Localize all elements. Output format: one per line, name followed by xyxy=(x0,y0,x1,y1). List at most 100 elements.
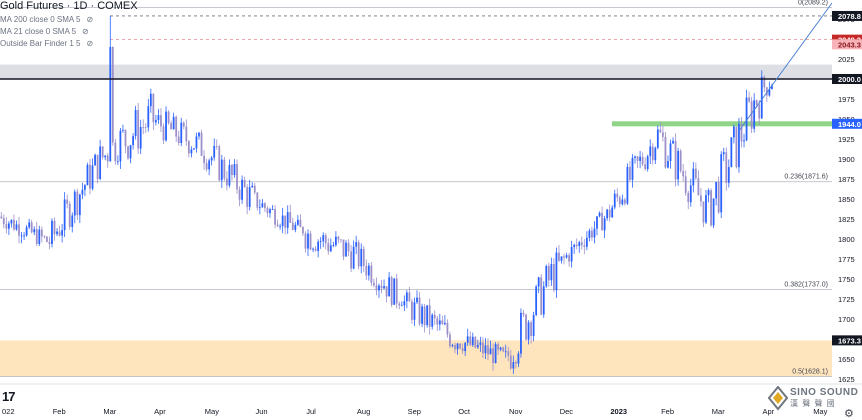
candle-body xyxy=(319,241,322,243)
candle-body xyxy=(451,345,454,347)
eye-hidden-icon[interactable]: ⊘ xyxy=(82,27,89,36)
candle-body xyxy=(479,342,482,345)
price-label-text: 2078.8 xyxy=(838,12,861,21)
symbol-title[interactable]: Gold Futures · 1D · COMEX xyxy=(0,0,138,12)
price-label-text: 1673.3 xyxy=(838,336,861,345)
tradingview-logo[interactable]: 17 xyxy=(2,389,16,404)
y-tick-label: 1925 xyxy=(838,135,855,144)
candle-body xyxy=(428,305,431,327)
candle-body xyxy=(694,168,697,179)
candle-body xyxy=(464,342,467,352)
y-tick-label: 1700 xyxy=(838,315,855,324)
candle-body xyxy=(413,302,416,320)
candle-body xyxy=(438,320,441,325)
candle-body xyxy=(596,216,598,229)
candle-body xyxy=(552,264,555,291)
candle-body xyxy=(225,178,228,186)
candle-body xyxy=(644,164,647,169)
candle-body xyxy=(220,159,223,181)
x-tick-label: May xyxy=(205,407,219,416)
candle-body xyxy=(294,224,297,230)
candle-body xyxy=(279,226,282,227)
candle-body xyxy=(492,348,494,364)
y-tick-label: 1775 xyxy=(838,255,855,264)
candle-body xyxy=(431,314,434,327)
indicator-ma200[interactable]: MA 200 close 0 SMA 5 ⊘ xyxy=(0,15,93,24)
eye-hidden-icon[interactable]: ⊘ xyxy=(86,39,94,48)
candle-body xyxy=(195,136,198,149)
candle-body xyxy=(241,179,243,200)
candle-body xyxy=(568,255,571,262)
y-tick-label: 1650 xyxy=(838,355,855,364)
x-tick-label: Sep xyxy=(408,407,421,416)
eye-hidden-icon[interactable]: ⊘ xyxy=(86,15,94,24)
price-label-text: 2000.0 xyxy=(838,75,861,84)
candle-body xyxy=(750,101,753,129)
candle-body xyxy=(707,190,710,196)
candle-body xyxy=(261,203,264,208)
candle-body xyxy=(636,156,639,161)
y-tick-label: 1750 xyxy=(838,275,855,284)
candle-body xyxy=(466,336,469,343)
candle-body xyxy=(38,229,41,245)
candle-body xyxy=(558,252,560,261)
trendline xyxy=(739,2,833,130)
x-tick-label: Apr xyxy=(154,407,166,416)
candle-body xyxy=(537,277,540,287)
candle-body xyxy=(613,193,616,208)
y-tick-label: 1975 xyxy=(838,95,855,104)
candle-body xyxy=(753,100,756,129)
candle-body xyxy=(289,212,292,223)
candle-body xyxy=(264,203,266,209)
candle-body xyxy=(342,239,345,257)
candle-body xyxy=(687,192,690,203)
candle-body xyxy=(565,255,568,258)
price-label-box xyxy=(832,118,862,129)
candle-body xyxy=(522,312,525,315)
candle-body xyxy=(763,76,766,88)
candle-body xyxy=(251,185,254,188)
candle-body xyxy=(236,163,238,190)
candle-body xyxy=(155,120,157,123)
candle-body xyxy=(91,165,94,189)
candle-body xyxy=(94,154,96,166)
candle-body xyxy=(213,145,216,158)
candle-body xyxy=(740,123,743,142)
candle-body xyxy=(96,154,99,179)
candle-body xyxy=(317,241,320,251)
candle-body xyxy=(246,187,249,207)
candle-body xyxy=(388,277,391,297)
indicator-outside-bar[interactable]: Outside Bar Finder 1 5 ⊘ xyxy=(0,39,93,48)
x-tick-label: May xyxy=(813,407,827,416)
indicator-ma21[interactable]: MA 21 close 0 SMA 5 ⊘ xyxy=(0,27,89,36)
candle-body xyxy=(421,306,423,324)
candle-body xyxy=(68,203,71,227)
x-tick-label: 022 xyxy=(2,407,15,416)
candle-body xyxy=(76,191,79,216)
candle-body xyxy=(482,342,484,354)
candle-body xyxy=(347,242,350,252)
candle-body xyxy=(127,146,129,159)
price-label-box xyxy=(832,10,862,21)
settings-gear-icon[interactable]: ⚙ xyxy=(844,408,854,420)
price-axis-bg xyxy=(832,0,862,420)
candle-body xyxy=(5,224,8,229)
candle-body xyxy=(81,189,84,195)
candle-body xyxy=(588,230,591,238)
x-tick-label: Jun xyxy=(256,407,268,416)
candle-body xyxy=(623,199,626,204)
candle-body xyxy=(28,222,31,228)
candle-body xyxy=(499,347,502,350)
candle-body xyxy=(35,229,38,245)
candle-body xyxy=(664,136,667,168)
candle-body xyxy=(563,256,565,258)
candle-body xyxy=(441,320,444,325)
candle-body xyxy=(446,322,449,335)
x-tick-label: Oct xyxy=(458,407,471,416)
candle-body xyxy=(555,252,558,291)
candle-body xyxy=(357,242,360,267)
candle-body xyxy=(33,229,36,233)
candle-body xyxy=(494,344,497,364)
candle-body xyxy=(309,233,312,250)
